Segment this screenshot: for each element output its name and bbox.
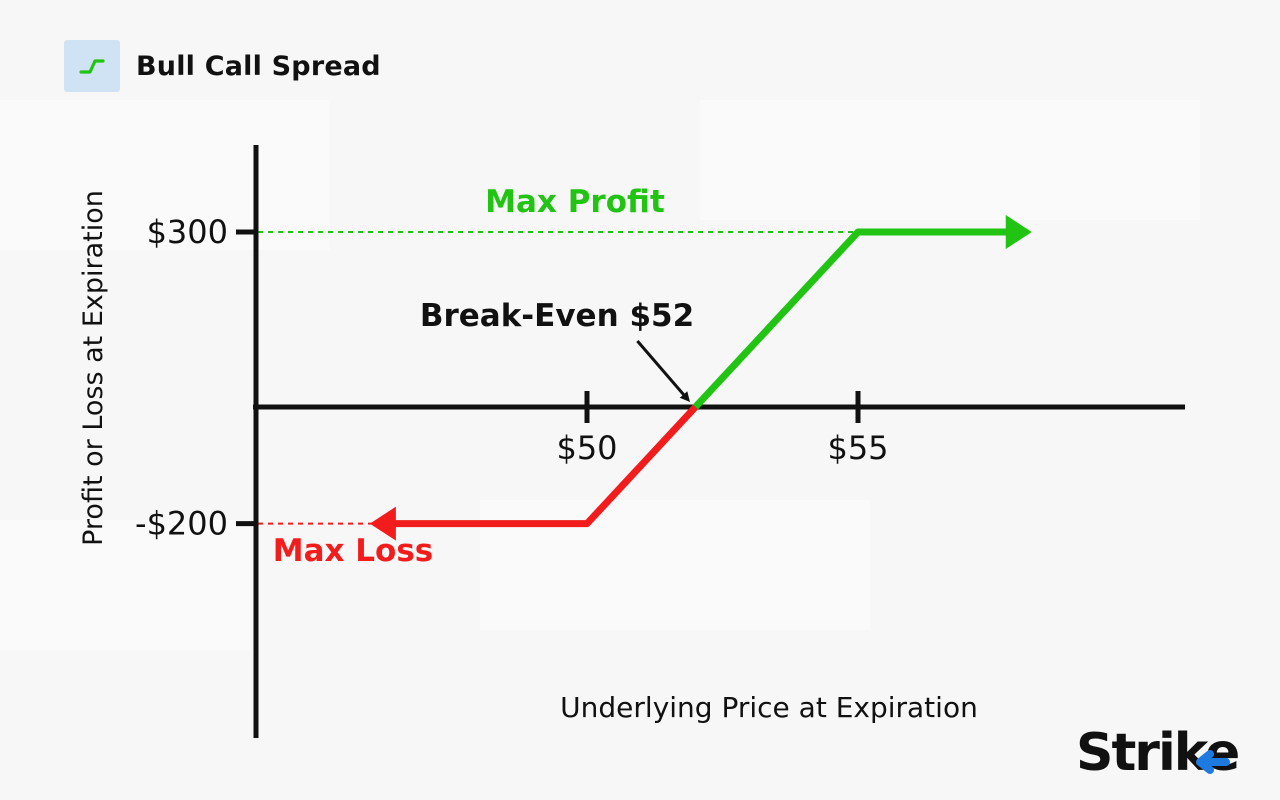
- x-axis-label: Underlying Price at Expiration: [560, 691, 978, 724]
- max-profit-label: Max Profit: [485, 184, 665, 220]
- loss-segment-line: [391, 404, 698, 528]
- trend-step-icon: [64, 40, 120, 92]
- background-tile: [0, 520, 250, 650]
- x-tick-label-50: $50: [556, 429, 617, 467]
- break-even-pointer-arrow: [636, 340, 691, 403]
- logo-text: Strike: [1076, 723, 1238, 782]
- chart-header: Bull Call Spread: [64, 40, 381, 92]
- page-title: Bull Call Spread: [136, 50, 381, 82]
- profit-segment-line: [692, 228, 1010, 410]
- x-tick-label-55: $55: [827, 429, 888, 467]
- y-axis-label: Profit or Loss at Expiration: [78, 190, 109, 546]
- max-loss-label: Max Loss: [273, 533, 434, 569]
- y-tick-label-300: $300: [147, 213, 228, 251]
- background-tile: [700, 100, 1200, 220]
- loss-arrowhead: [369, 506, 396, 541]
- strike-logo: Strike: [1076, 722, 1261, 783]
- y-tick-label-minus-200: -$200: [135, 505, 228, 543]
- break-even-label: Break-Even $52: [420, 298, 694, 334]
- profit-arrowhead: [1005, 215, 1032, 250]
- background-tile: [0, 100, 330, 250]
